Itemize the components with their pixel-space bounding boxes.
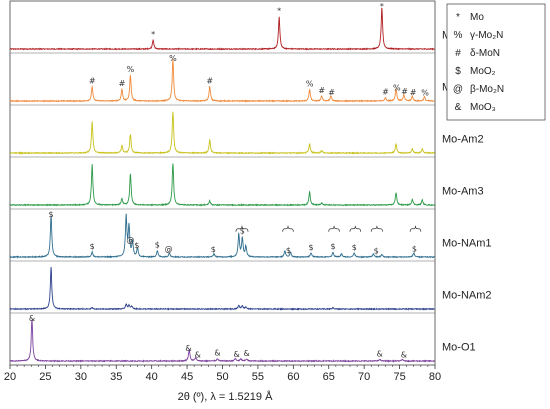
phase-marker: # <box>410 88 417 97</box>
legend-label: δ-MoN <box>470 48 500 59</box>
phase-marker: $ <box>308 243 313 252</box>
x-tick-label: 40 <box>146 371 158 383</box>
x-tick-label: 50 <box>216 371 228 383</box>
legend-symbol: $ <box>455 66 461 77</box>
peak-brackets <box>235 225 422 232</box>
x-tick-label: 80 <box>429 371 441 383</box>
legend-label: MoO₂ <box>470 66 496 77</box>
peak-bracket <box>328 225 340 232</box>
peak-bracket <box>235 225 249 232</box>
legend-box <box>446 3 546 121</box>
phase-marker: $ <box>374 247 379 256</box>
series-trace <box>9 111 436 155</box>
phase-marker: & <box>243 349 249 358</box>
plot-frame <box>9 0 436 366</box>
peak-bracket <box>370 225 383 232</box>
legend-label: γ-Mo₂N <box>470 30 503 41</box>
sample-label: Mo-NAm2 <box>442 289 492 301</box>
legend-symbol: # <box>455 48 461 59</box>
phase-marker: @ <box>165 244 173 253</box>
x-tick-label: 55 <box>252 371 264 383</box>
peak-bracket <box>409 225 422 232</box>
legend-label: MoO₃ <box>470 102 496 113</box>
x-tick-label: 65 <box>323 371 335 383</box>
phase-marker: & <box>377 349 383 358</box>
series-trace <box>9 213 436 259</box>
phase-marker: & <box>234 350 240 359</box>
panel-dividers <box>10 52 435 314</box>
x-tick-label: 20 <box>4 371 16 383</box>
phase-marker: & <box>29 314 35 323</box>
sample-label: Mo-Am3 <box>442 185 484 197</box>
phase-marker: % <box>393 84 401 93</box>
legend-symbol: * <box>456 12 460 23</box>
legend-symbol: & <box>455 102 462 113</box>
phase-marker: $ <box>90 242 95 251</box>
sample-label: Mo-O1 <box>442 341 476 353</box>
x-tick-label: 30 <box>75 371 87 383</box>
phase-marker: $ <box>134 241 139 250</box>
sample-label: Mo-Am2 <box>442 133 484 145</box>
x-tick-label: 75 <box>393 371 405 383</box>
x-tick-label: 60 <box>287 371 299 383</box>
phase-marker: # <box>206 76 213 85</box>
phase-marker: # <box>328 88 335 97</box>
series-trace <box>9 266 435 311</box>
series-trace <box>9 59 435 103</box>
phase-marker: # <box>401 87 408 96</box>
phase-marker: & <box>195 350 201 359</box>
phase-marker: * <box>277 7 281 16</box>
phase-marker: % <box>306 79 314 88</box>
series-trace <box>9 7 435 51</box>
phase-marker: $ <box>155 241 160 250</box>
traces <box>9 7 436 363</box>
phase-marker: & <box>214 348 220 357</box>
phase-marker: $ <box>286 246 291 255</box>
phase-marker: $ <box>330 242 335 251</box>
legend: * Mo% γ-Mo₂N # δ-MoN $ MoO₂ @ β-Mo₂N& MoO₃ <box>453 12 504 113</box>
legend-symbol: @ <box>453 84 463 95</box>
x-axis-label: 2θ (º), λ = 1.5219 Å <box>178 390 273 403</box>
series-trace <box>9 318 435 363</box>
x-tick-label: 70 <box>358 371 370 383</box>
phase-marker: $ <box>412 245 417 254</box>
phase-marker: # <box>119 79 126 88</box>
phase-marker: & <box>185 344 191 353</box>
phase-marker: & <box>401 351 407 360</box>
x-tick-label: 35 <box>110 371 122 383</box>
phase-marker: @ <box>126 235 134 244</box>
phase-marker: % <box>421 88 429 97</box>
x-tick-label: 45 <box>181 371 193 383</box>
phase-marker: * <box>151 30 155 39</box>
legend-label: β-Mo₂N <box>470 84 504 95</box>
phase-marker: % <box>169 54 177 63</box>
phase-marker: $ <box>49 210 54 219</box>
phase-marker: $ <box>352 243 357 252</box>
legend-label: Mo <box>470 12 484 23</box>
peak-bracket <box>349 225 361 232</box>
phase-marker: # <box>382 88 389 97</box>
phase-marker: % <box>127 65 135 74</box>
x-tick-label: 25 <box>39 371 51 383</box>
x-axis-ticks: 20 25 30 35 40 45 50 55 60 65 70 75 80 <box>4 365 441 383</box>
legend-symbol: % <box>454 30 463 41</box>
phase-marker: # <box>318 86 325 95</box>
series-trace <box>9 163 436 207</box>
phase-marker: $ <box>240 226 245 235</box>
phase-markers: ***# #%%# %# # #% # # %$$ $@$ @ $$$ $ $ $ $ $&&& & & & & & <box>29 2 429 360</box>
phase-marker: * <box>380 2 384 11</box>
phase-marker: # <box>89 76 96 85</box>
phase-marker: $ <box>211 245 216 254</box>
sample-label: Mo-NAm1 <box>442 237 492 249</box>
peak-bracket <box>282 225 294 232</box>
